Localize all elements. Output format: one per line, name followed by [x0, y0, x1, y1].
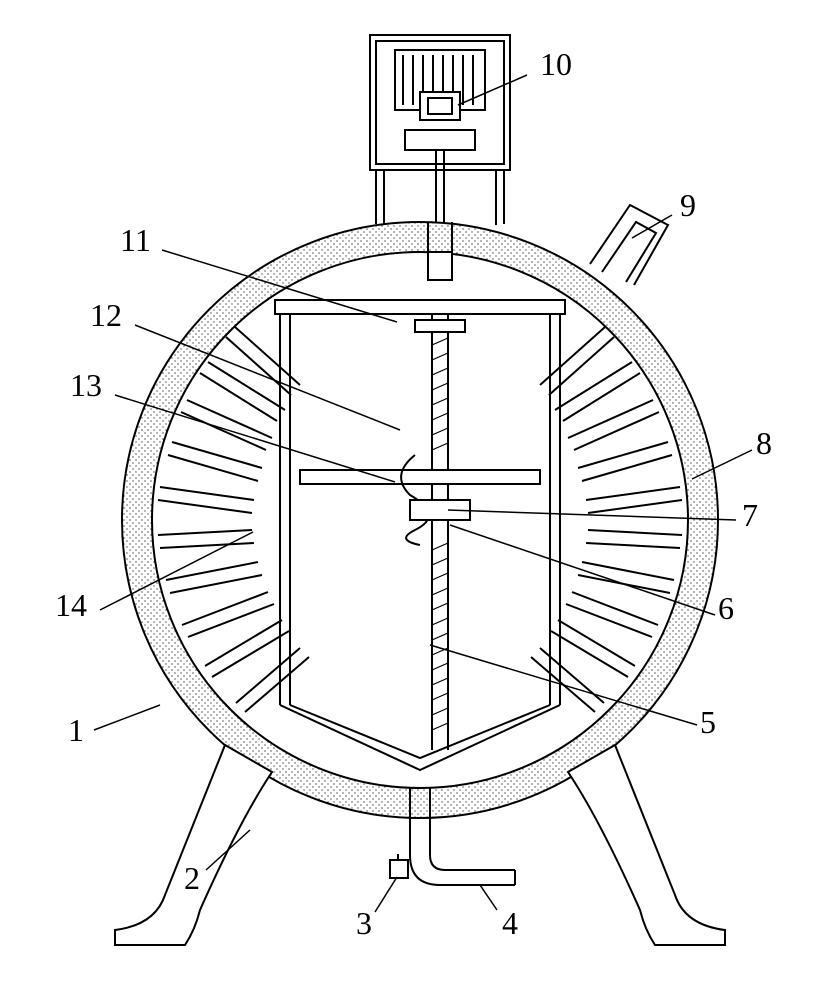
- label-2: 2: [184, 860, 200, 897]
- motor-housing: [370, 35, 510, 225]
- label-7: 7: [742, 497, 758, 534]
- technical-diagram: 10 11 12 13 14 1 2 3 4 5 6 7 8 9: [0, 0, 840, 1000]
- label-11: 11: [120, 222, 151, 259]
- label-8: 8: [756, 425, 772, 462]
- label-4: 4: [502, 905, 518, 942]
- diagram-svg: [0, 0, 840, 1000]
- label-6: 6: [718, 590, 734, 627]
- label-9: 9: [680, 187, 696, 224]
- label-1: 1: [68, 712, 84, 749]
- label-12: 12: [90, 297, 122, 334]
- label-5: 5: [700, 704, 716, 741]
- label-14: 14: [55, 587, 87, 624]
- inlet-pipe: [590, 205, 668, 285]
- label-10: 10: [540, 46, 572, 83]
- label-13: 13: [70, 367, 102, 404]
- leader-lines: [94, 75, 752, 912]
- support-legs: [115, 745, 725, 945]
- agitator-assembly: [275, 222, 565, 770]
- label-3: 3: [356, 905, 372, 942]
